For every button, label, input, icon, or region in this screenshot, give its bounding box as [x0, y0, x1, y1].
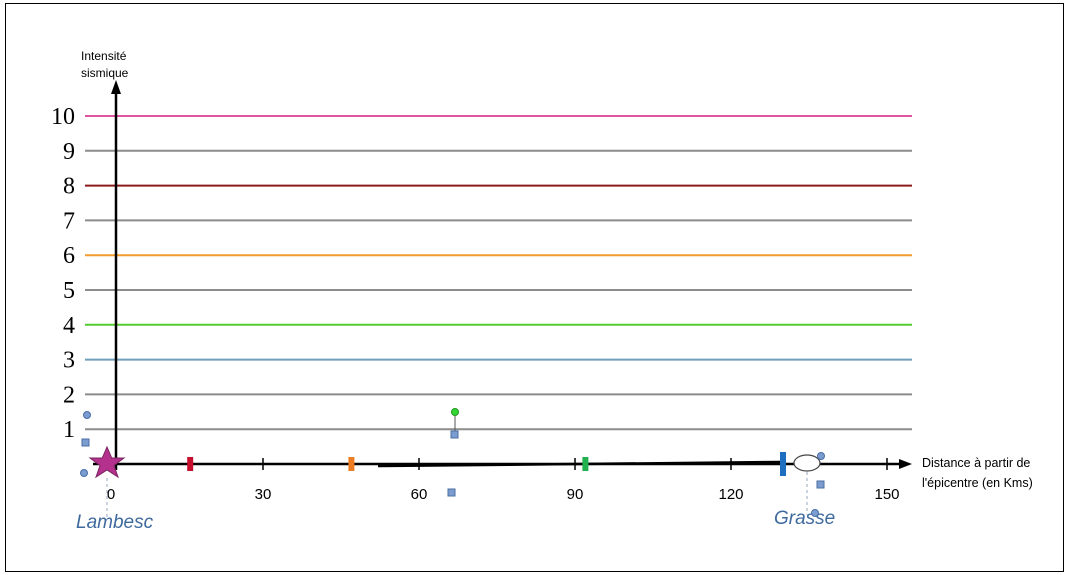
- distance-markers: [187, 452, 786, 476]
- place-label-grasse: Grasse: [774, 508, 835, 529]
- selection-handle: [450, 430, 459, 439]
- selection-handle: [81, 438, 90, 447]
- epicenter-star-icon: [88, 445, 126, 479]
- y-tick-label: 10: [51, 104, 75, 130]
- y-axis-title-line-1: Intensité: [81, 49, 127, 63]
- y-tick-label: 9: [63, 139, 75, 165]
- x-tick-label: 60: [411, 486, 428, 503]
- x-tick-label: 120: [718, 486, 743, 503]
- y-axis-arrow: [111, 80, 121, 94]
- x-axis-title-line-2: l'épicentre (en Kms): [922, 476, 1033, 490]
- y-tick-label: 5: [63, 278, 75, 304]
- selection-handle: [447, 488, 456, 497]
- distance-marker-47km: [348, 457, 355, 471]
- distance-marker-130km: [780, 452, 786, 476]
- selection-handle: [811, 509, 819, 517]
- grasse-location-marker: [793, 454, 821, 472]
- selection-handle: [817, 452, 825, 460]
- distance-marker-92km: [582, 457, 589, 471]
- rotation-handle: [451, 408, 459, 416]
- y-tick-label: 2: [63, 382, 75, 408]
- y-tick-label: 6: [63, 243, 75, 269]
- distance-connector-line: [377, 460, 781, 468]
- y-tick-labels: 1 2 3 4 5 6 7 8 9 10: [51, 104, 75, 443]
- x-tick-label: 30: [255, 486, 272, 503]
- x-tick-label: 150: [874, 486, 899, 503]
- distance-marker-16km: [187, 457, 194, 471]
- y-tick-label: 8: [63, 174, 75, 200]
- y-tick-label: 4: [63, 313, 75, 339]
- x-axis-title-line-1: Distance à partir de: [922, 456, 1030, 470]
- x-axis-arrow: [899, 459, 912, 469]
- y-tick-label: 7: [63, 208, 75, 234]
- selection-handle: [80, 469, 88, 477]
- x-tick-label: 90: [567, 486, 584, 503]
- x-tick-label: 0: [107, 486, 115, 503]
- figure-frame: [5, 3, 1064, 572]
- y-tick-label: 1: [63, 417, 75, 443]
- intensity-lines: [85, 115, 912, 431]
- selection-handle: [816, 480, 825, 489]
- selection-handle: [83, 411, 91, 419]
- y-tick-label: 3: [63, 348, 75, 374]
- place-label-lambesc: Lambesc: [76, 512, 154, 533]
- y-axis-title-line-2: sismique: [81, 66, 129, 80]
